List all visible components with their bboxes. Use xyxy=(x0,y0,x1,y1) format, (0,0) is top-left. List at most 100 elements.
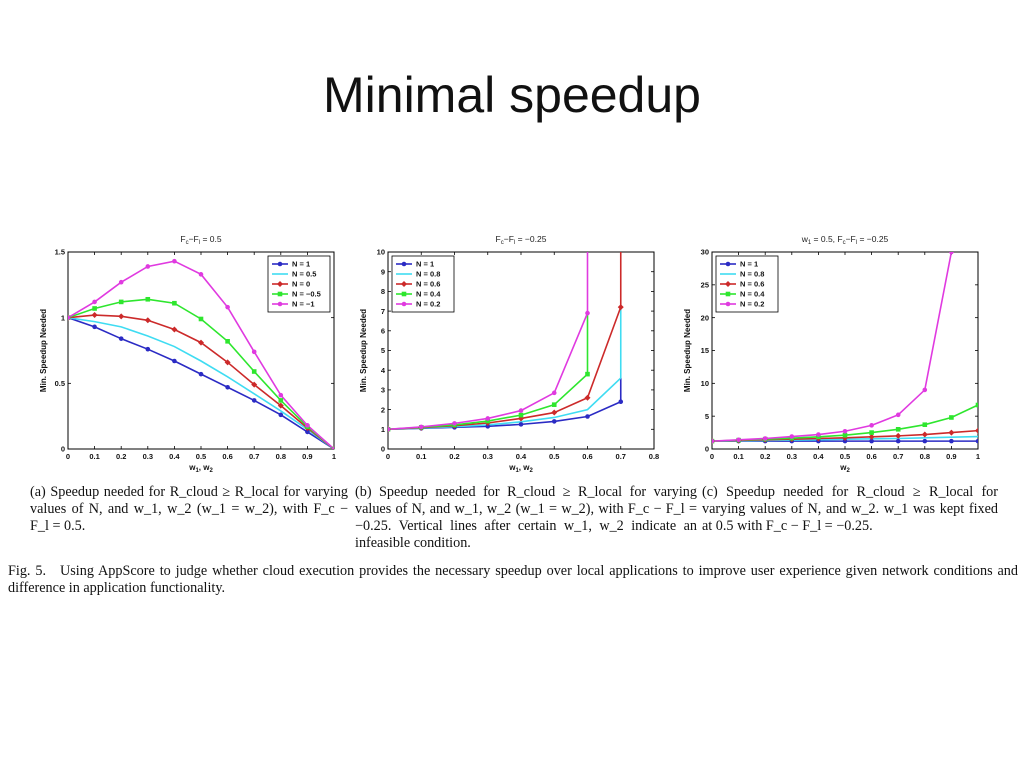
chart-a-data-point xyxy=(172,300,177,306)
chart-a-data-point xyxy=(251,381,258,388)
chart-a-data-point xyxy=(278,392,284,398)
chart-c-data-point xyxy=(975,438,978,444)
chart-a-data-point xyxy=(198,371,204,377)
chart-b-y-tick-label: 9 xyxy=(381,267,385,276)
figure-label: Fig. 5. xyxy=(8,563,47,579)
chart-b-legend-marker xyxy=(401,261,407,267)
chart-a-legend-marker xyxy=(277,281,283,287)
chart-c: w1 = 0.5, Fc−Fl = −0.25 0 0.1 0.2 0.3 0.4 0.5 0… xyxy=(683,234,980,474)
chart-b-legend-entry: N = 0.6 xyxy=(416,280,440,289)
chart-c-data-point xyxy=(949,415,954,420)
chart-b-y-tick-label: 10 xyxy=(377,248,385,257)
chart-a-data-point xyxy=(278,398,284,403)
chart-b-data-point xyxy=(618,399,624,405)
chart-c-x-tick-label: 0.7 xyxy=(893,452,903,461)
chart-b-data-point xyxy=(388,427,391,432)
chart-a-series-line xyxy=(68,316,334,449)
chart-a-data-point xyxy=(225,339,230,344)
chart-c-data-point xyxy=(975,427,978,434)
chart-b-data-point xyxy=(585,371,590,377)
chart-b-legend-marker xyxy=(401,281,407,287)
chart-a-data-point xyxy=(172,358,177,364)
chart-b-data-point xyxy=(551,409,558,416)
chart-b-series-line xyxy=(388,306,622,431)
chart-c-y-tick-label: 10 xyxy=(701,379,709,388)
chart-a-data-point xyxy=(171,326,178,333)
chart-c-legend-marker xyxy=(725,261,731,267)
chart-c-data-point xyxy=(868,433,875,440)
chart-c-data-point xyxy=(736,437,741,443)
chart-b-legend: N = 1N = 0.8N = 0.6N = 0.4N = 0.2 xyxy=(391,255,455,313)
chart-b-y-tick-label: 6 xyxy=(381,327,385,336)
chart-c-y-tick-label: 5 xyxy=(705,412,709,421)
chart-b-legend-entry: N = 0.2 xyxy=(416,300,440,309)
figure-text: Using AppScore to judge whether cloud ex… xyxy=(8,563,1018,596)
chart-c-data-point xyxy=(975,402,978,408)
chart-c-data-point xyxy=(842,438,848,444)
chart-c-y-tick-label: 0 xyxy=(705,445,709,454)
chart-b-x-tick-label: 0.5 xyxy=(549,452,559,461)
chart-b-data-point xyxy=(485,416,491,421)
chart-c-title: w1 = 0.5, Fc−Fl = −0.25 xyxy=(801,234,889,246)
chart-b-x-tick-label: 0.1 xyxy=(416,452,426,461)
chart-b-x-tick-label: 0.3 xyxy=(483,452,493,461)
chart-b-y-tick-label: 5 xyxy=(381,346,385,355)
chart-b-legend-entry: N = 0.8 xyxy=(416,270,440,279)
chart-c-legend-marker xyxy=(725,281,731,287)
chart-a-x-tick-label: 0.2 xyxy=(116,452,126,461)
chart-c-x-tick-label: 0.9 xyxy=(946,452,956,461)
chart-a-x-tick-label: 0.3 xyxy=(143,452,153,461)
chart-a-data-point xyxy=(251,349,257,355)
chart-a-data-point xyxy=(92,324,97,330)
chart-a-y-tick-label: 0 xyxy=(61,445,65,454)
chart-a-data-point xyxy=(305,423,310,428)
chart-b-data-point xyxy=(584,394,591,401)
caption-b: (b) Speedup needed for R_cloud ≥ R_local… xyxy=(355,484,697,551)
chart-a-data-point xyxy=(118,313,125,320)
chart-a-x-tick-label: 0.1 xyxy=(89,452,99,461)
chart-b-y-tick-label: 2 xyxy=(381,405,385,414)
chart-c-legend-entry: N = 0.6 xyxy=(740,280,764,289)
chart-a-legend-entry: N = 1 xyxy=(292,260,310,269)
chart-a-x-tick-label: 0 xyxy=(66,452,70,461)
chart-c-x-tick-label: 0.2 xyxy=(760,452,770,461)
chart-a-data-point xyxy=(278,412,284,418)
chart-c-series-line xyxy=(712,252,953,442)
chart-c-x-tick-label: 0.4 xyxy=(813,452,824,461)
caption-c: (c) Speedup needed for R_cloud ≥ R_local… xyxy=(702,484,998,534)
chart-a-data-point xyxy=(305,429,310,435)
chart-a-legend-entry: N = 0.5 xyxy=(292,270,316,279)
figure-caption: Fig. 5. Using AppScore to judge whether c… xyxy=(8,563,1018,597)
chart-b-data-point xyxy=(585,310,590,316)
chart-a-legend-entry: N = −1 xyxy=(292,300,315,309)
chart-c-data-point xyxy=(712,438,715,444)
chart-a: Fc−Fl = 0.5 0 0.1 0.2 0.3 0.4 0.5 0.6 0.7 0.8 0.9 1… xyxy=(39,234,336,474)
chart-c-data-point xyxy=(895,432,902,439)
chart-a-legend: N = 1N = 0.5N = 0N = −0.5N = −1 xyxy=(267,255,331,313)
chart-b-y-tick-label: 7 xyxy=(381,307,385,316)
chart-c-x-tick-label: 1 xyxy=(976,452,980,461)
chart-a-y-tick-label: 1.5 xyxy=(55,248,65,257)
chart-a-x-tick-label: 0.9 xyxy=(302,452,312,461)
chart-b-data-point xyxy=(518,422,524,427)
chart-c-x-tick-label: 0.1 xyxy=(733,452,743,461)
chart-b-x-tick-label: 0.4 xyxy=(516,452,527,461)
chart-a-legend-marker xyxy=(277,261,283,267)
chart-a-y-tick-label: 1 xyxy=(61,313,65,322)
chart-b-y-tick-label: 0 xyxy=(381,445,385,454)
chart-c-legend-marker xyxy=(725,291,731,297)
chart-a-data-point xyxy=(251,369,257,374)
chart-b-y-tick-label: 4 xyxy=(381,366,386,375)
chart-b-y-axis-label: Min. Speedup Needed xyxy=(359,309,368,392)
chart-a-y-axis-label: Min. Speedup Needed xyxy=(39,309,48,392)
chart-a-series-line xyxy=(68,316,334,449)
chart-c-data-point xyxy=(895,412,901,418)
chart-a-legend-entry: N = −0.5 xyxy=(292,290,321,299)
chart-b-data-point xyxy=(585,414,590,419)
chart-c-data-point xyxy=(895,438,901,444)
chart-a-data-point xyxy=(225,304,230,310)
chart-b-title: Fc−Fl = −0.25 xyxy=(496,234,547,246)
chart-a-data-point xyxy=(224,359,231,366)
chart-b-y-tick-label: 3 xyxy=(381,386,385,395)
chart-a-series-line xyxy=(68,314,334,449)
